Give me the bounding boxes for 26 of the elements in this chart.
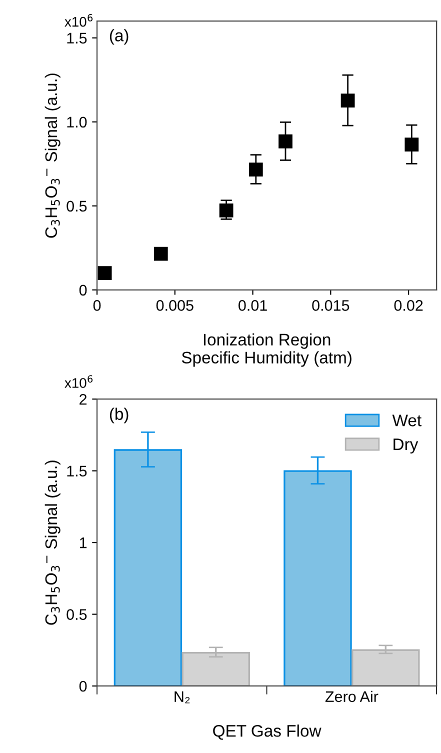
x-tick-label: 0.015 [312, 300, 350, 311]
y-tick-label: 1.0 [67, 116, 87, 128]
y-tick-label: 0 [79, 284, 87, 296]
x-tick-label: 0.02 [394, 300, 423, 311]
annotation: (a) [110, 29, 128, 45]
annotation: (b) [110, 408, 128, 424]
text: x10$^{6}$ [64, 375, 93, 388]
y-axis-title: C$_{3}$H$_{5}$O$_{3}$$^{−}$ Signal (a.u.) [44, 460, 60, 625]
x-tick-label: 0.01 [238, 300, 267, 311]
x-tick-label: Zero Air [325, 690, 378, 702]
x-tick-label: N₂ [174, 691, 190, 704]
y-tick-label: 1 [80, 538, 87, 548]
y-tick-label: 0.5 [66, 609, 87, 620]
y-tick-label: 0 [79, 680, 87, 692]
y-tick-label: 1.5 [67, 466, 87, 476]
y-axis-title: C$_{3}$H$_{5}$O$_{3}$$^{−}$ Signal (a.u.) [44, 74, 60, 238]
x-tick-label: 0.005 [156, 300, 194, 311]
y-tick-label: 2 [80, 394, 87, 405]
y-tick-label: 1.5 [67, 32, 87, 44]
x-tick-label: 0 [93, 300, 101, 311]
legend-label: Dry [394, 438, 418, 454]
text: x10$^{6}$ [64, 14, 93, 27]
legend-label: Wet [392, 414, 422, 426]
y-tick-label: 0.5 [66, 200, 87, 212]
x-axis-title: QET Gas Flow [213, 724, 322, 740]
x-axis-title: Ionization Region Specific Humidity (atm) [182, 333, 352, 367]
